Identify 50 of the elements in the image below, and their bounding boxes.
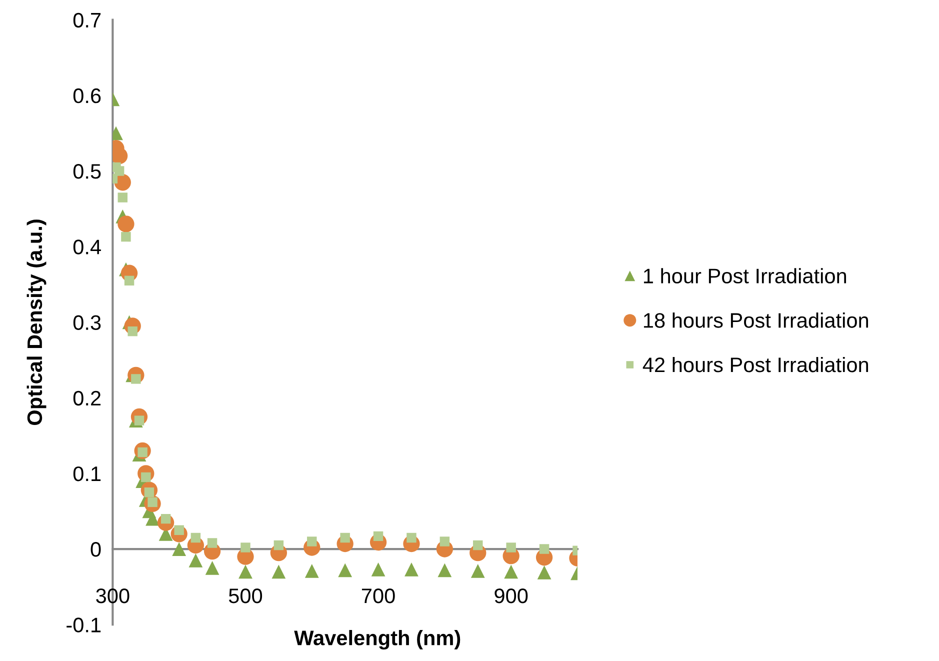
point [373,531,384,542]
point [118,192,128,202]
point [307,536,317,546]
x-tick-label: 900 [494,588,528,604]
point [406,532,416,543]
point [438,563,452,578]
legend-label: 1 hour Post Irradiation [644,268,846,284]
point [112,148,128,164]
point [440,536,450,546]
x-tick-label: 500 [228,588,262,604]
point [121,232,131,242]
y-tick-label: 0.1 [73,466,101,482]
legend-label: 42 hours Post Irradiation [642,356,868,372]
y-tick-label: 0.3 [73,315,101,330]
point [539,544,550,554]
point [340,532,350,543]
x-tick-label: 700 [362,588,395,604]
point [190,532,201,543]
point [404,562,418,576]
x-axis-title: Wavelength (nm) [294,630,460,650]
point [128,326,138,336]
point [272,564,286,579]
point [470,564,485,578]
point [238,564,252,579]
point [473,540,483,550]
x-tick-label: 300 [96,588,130,604]
point [304,564,319,578]
point [205,561,220,575]
y-tick-label: 0.4 [73,240,101,254]
point [338,563,352,578]
point [124,276,134,286]
point [537,566,552,580]
legend-label: 18 hours Post Irradiation [644,312,868,328]
y-axis-title: Optical Density (a.u.) [26,220,46,425]
y-tick-label: 0.7 [73,12,101,28]
y-tick-label: 0.5 [73,164,101,179]
y-tick-label: 0.6 [73,88,101,104]
point [371,562,386,576]
y-tick-label: -0.1 [66,618,101,632]
point [172,542,186,556]
point [114,166,124,176]
point [274,540,284,550]
point [118,216,134,232]
point [504,564,518,579]
point [207,538,218,548]
y-tick-label: 0 [90,542,101,557]
point [240,542,250,552]
point [506,542,516,552]
y-tick-label: 0.2 [73,390,101,406]
point [188,553,203,568]
